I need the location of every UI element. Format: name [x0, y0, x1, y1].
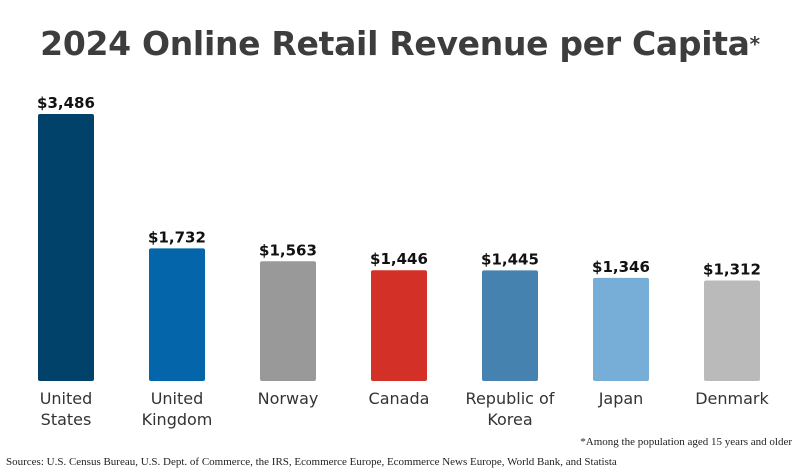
bar-japan — [593, 277, 649, 381]
footnote: *Among the population aged 15 years and … — [580, 436, 792, 448]
value-label: $1,312 — [703, 261, 761, 279]
category-label: Canada — [369, 389, 430, 408]
bar-norway — [260, 261, 316, 381]
value-label: $1,563 — [259, 241, 317, 259]
value-label: $1,445 — [481, 250, 539, 268]
bar-republic-of-korea — [482, 270, 538, 381]
value-label: $1,346 — [592, 258, 650, 276]
bar-united-states — [38, 114, 94, 381]
category-label: Republic of Korea — [466, 389, 555, 429]
bar-canada — [371, 270, 427, 381]
category-label: Norway — [258, 389, 319, 408]
value-label: $3,486 — [37, 94, 95, 112]
title-asterisk: * — [749, 32, 760, 56]
category-label: United States — [40, 389, 93, 429]
category-label: Japan — [598, 389, 644, 408]
category-label: United Kingdom — [142, 389, 213, 429]
sources-note: Sources: U.S. Census Bureau, U.S. Dept. … — [6, 456, 617, 468]
category-label: Denmark — [695, 389, 769, 408]
chart-title: 2024 Online Retail Revenue per Capita* — [0, 24, 800, 63]
bar-denmark — [704, 280, 760, 381]
value-label: $1,446 — [370, 250, 428, 268]
bar-united-kingdom — [149, 248, 205, 381]
chart-title-text: 2024 Online Retail Revenue per Capita — [40, 24, 750, 63]
value-label: $1,732 — [148, 228, 206, 246]
